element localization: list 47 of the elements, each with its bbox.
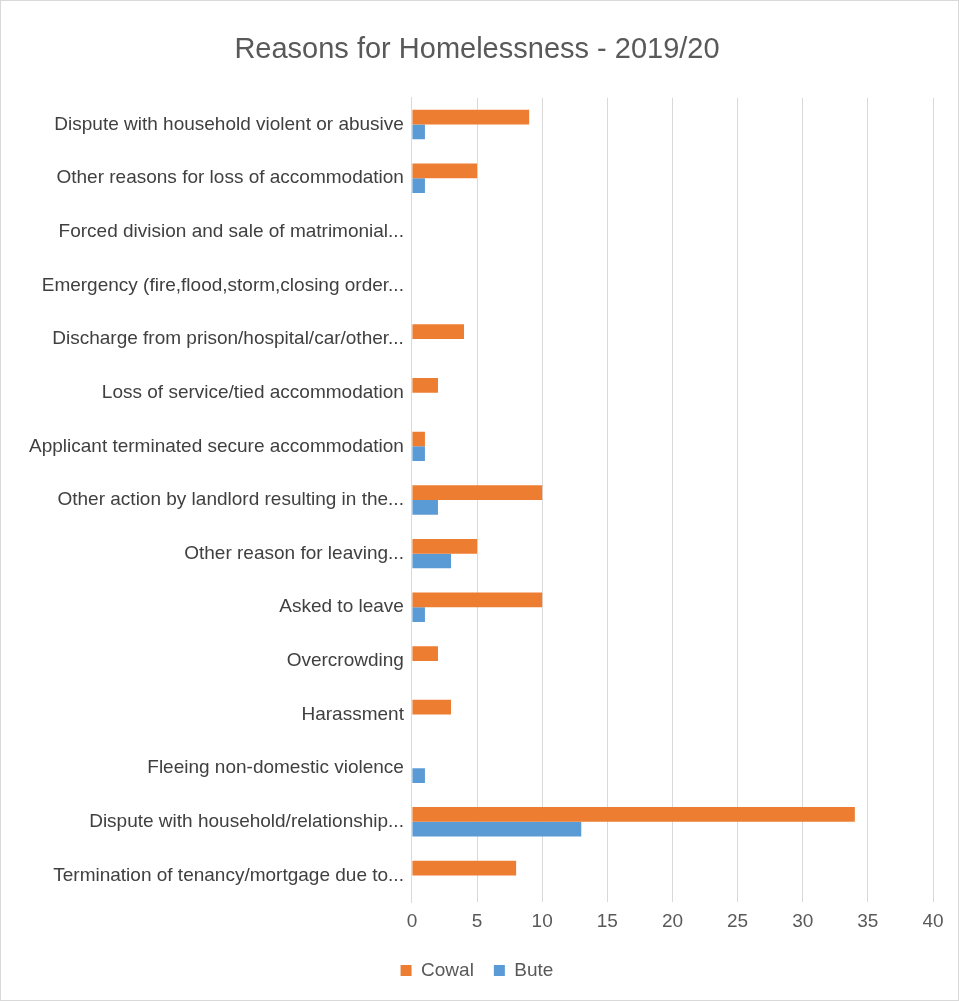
y-tick-label: Overcrowding — [286, 649, 404, 671]
x-tick-label: 40 — [922, 909, 944, 931]
bar — [412, 592, 543, 608]
bar — [412, 699, 451, 715]
y-tick-label: Applicant terminated secure accommodation — [28, 434, 404, 456]
y-tick-label: Fleeing non-domestic violence — [147, 756, 404, 778]
y-tick-label: Dispute with household/relationship... — [89, 809, 404, 831]
bar — [412, 109, 530, 125]
x-tick-label: 5 — [471, 909, 483, 931]
bar — [412, 807, 855, 822]
bar — [412, 538, 478, 554]
bar — [412, 646, 438, 661]
legend-label: Cowal — [421, 958, 474, 980]
y-tick-label: Other reason for leaving... — [184, 541, 404, 563]
x-tick-label: 35 — [857, 909, 879, 931]
bar — [412, 124, 425, 140]
y-tick-label: Dispute with household violent or abusive — [54, 112, 404, 134]
bar — [412, 431, 425, 447]
y-tick-label: Termination of tenancy/mortgage due to... — [53, 863, 404, 885]
y-tick-label: Loss of service/tied accommodation — [101, 380, 404, 402]
bar — [412, 500, 438, 515]
y-tick-label: Harassment — [301, 702, 405, 724]
chart-title: Reasons for Homelessness - 2019/20 — [234, 32, 720, 65]
bar — [412, 607, 425, 622]
y-tick-label: Other reasons for loss of accommodation — [56, 166, 404, 188]
y-tick-label: Asked to leave — [279, 595, 404, 617]
bar — [412, 446, 425, 462]
y-tick-label: Discharge from prison/hospital/car/other... — [52, 327, 404, 349]
bar — [412, 163, 478, 179]
bar — [412, 378, 438, 393]
bar — [412, 821, 582, 837]
y-tick-label: Other action by landlord resulting in the... — [57, 488, 404, 510]
x-tick-label: 0 — [406, 909, 418, 931]
bar — [412, 553, 451, 569]
bar — [412, 324, 465, 340]
y-tick-label: Emergency (fire,flood,storm,closing order... — [41, 273, 404, 295]
x-tick-label: 30 — [792, 909, 814, 931]
x-tick-label: 25 — [727, 909, 749, 931]
y-tick-label: Forced division and sale of matrimonial... — [58, 220, 404, 242]
x-tick-label: 15 — [596, 909, 618, 931]
x-tick-label: 20 — [661, 909, 684, 931]
x-tick-label: 10 — [531, 909, 553, 931]
bar — [412, 178, 425, 193]
bar — [412, 768, 425, 783]
legend-label: Bute — [514, 958, 554, 980]
bar — [412, 485, 543, 500]
bar — [412, 860, 517, 876]
